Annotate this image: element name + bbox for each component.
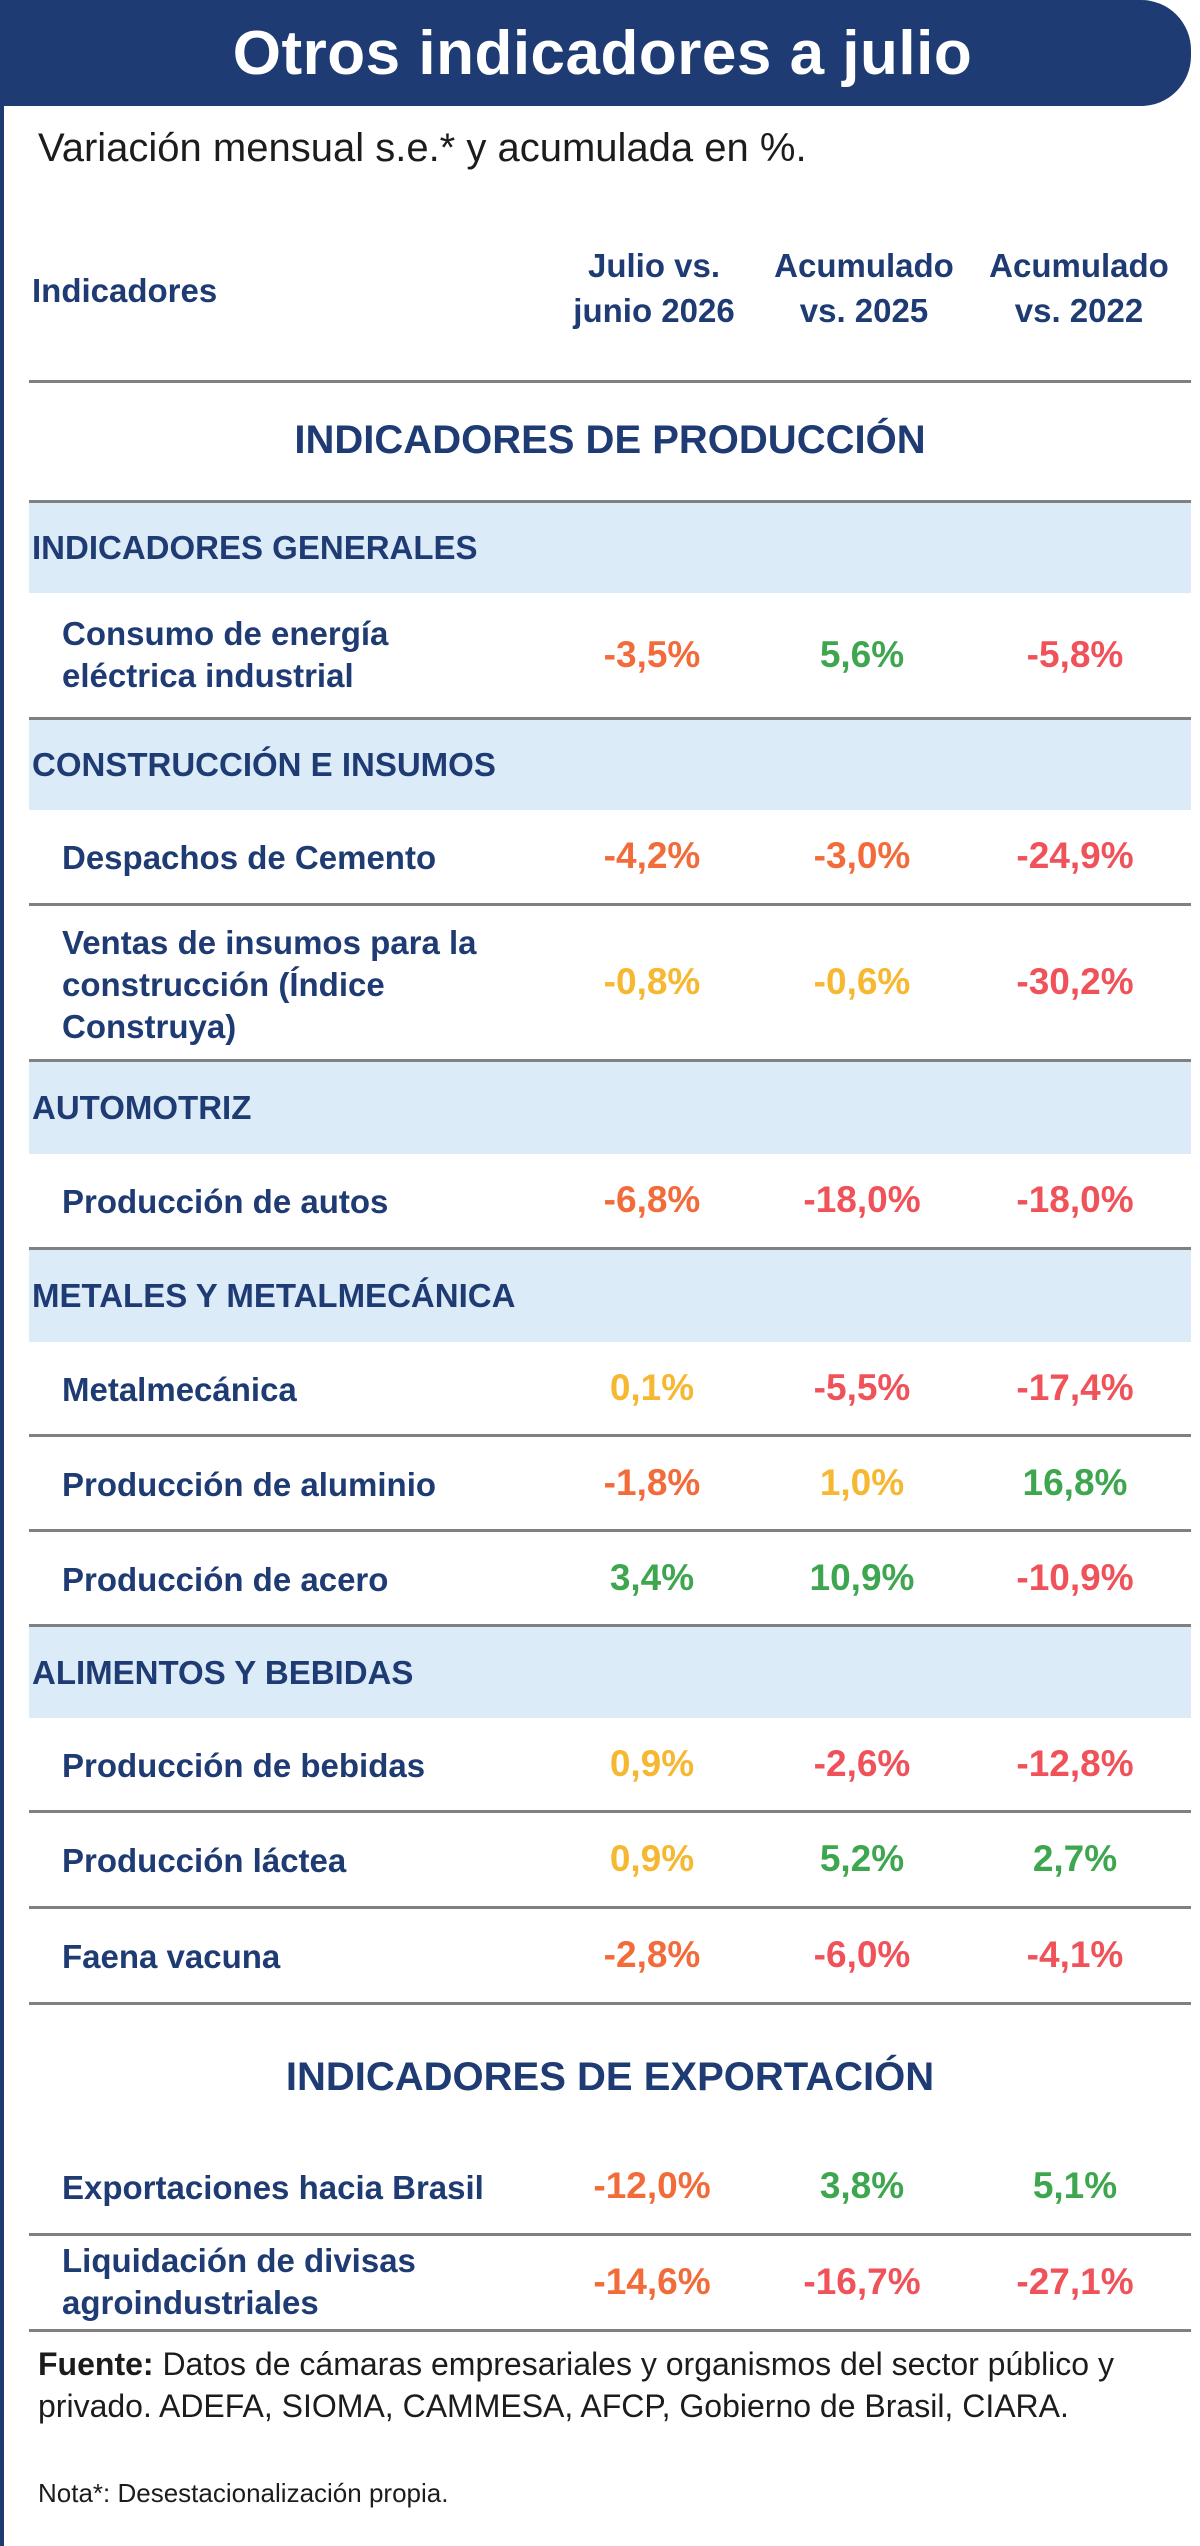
column-header-accum-2025-line2: vs. 2025 bbox=[799, 292, 929, 329]
column-header-accum-2025-line1: Acumulado bbox=[774, 247, 954, 284]
category-metals: METALES Y METALMECÁNICA bbox=[29, 1250, 1191, 1342]
column-header-accum-2022-line1: Acumulado bbox=[989, 247, 1169, 284]
value-monthly: -3,5% bbox=[603, 634, 701, 675]
row-label: Producción de acero bbox=[62, 1561, 389, 1598]
row-divider bbox=[29, 903, 1191, 906]
table-row: Despachos de Cemento -4,2% -3,0% -24,9% bbox=[29, 810, 1191, 906]
table-row: Producción láctea 0,9% 5,2% 2,7% bbox=[29, 1813, 1191, 1909]
category-automotive: AUTOMOTRIZ bbox=[29, 1062, 1191, 1154]
value-accum-2022: -27,1% bbox=[1016, 2261, 1134, 2302]
table-row: Ventas de insumos para la construcción (… bbox=[29, 906, 1191, 1062]
table-row: Metalmecánica 0,1% -5,5% -17,4% bbox=[29, 1342, 1191, 1437]
value-accum-2025: 10,9% bbox=[809, 1557, 915, 1598]
row-label: Liquidación de divisas agroindustriales bbox=[62, 2242, 416, 2321]
category-general: INDICADORES GENERALES bbox=[29, 503, 1191, 593]
value-accum-2022: 2,7% bbox=[1032, 1838, 1118, 1879]
value-monthly: -12,0% bbox=[593, 2165, 711, 2206]
page-title: Otros indicadores a julio bbox=[232, 18, 973, 88]
row-divider bbox=[29, 2002, 1191, 2005]
value-accum-2022: -18,0% bbox=[1016, 1179, 1134, 1220]
header-divider bbox=[29, 380, 1191, 383]
value-accum-2025: -6,0% bbox=[813, 1934, 911, 1975]
table-row: Faena vacuna -2,8% -6,0% -4,1% bbox=[29, 1909, 1191, 2005]
methodology-note: Nota*: Desestacionalización propia. bbox=[38, 2478, 449, 2508]
value-accum-2022: -4,1% bbox=[1026, 1934, 1124, 1975]
column-header-monthly-line1: Julio vs. bbox=[587, 247, 721, 284]
value-accum-2022: -12,8% bbox=[1016, 1743, 1134, 1784]
value-accum-2025: -16,7% bbox=[803, 2261, 921, 2302]
table-row: Liquidación de divisas agroindustriales … bbox=[29, 2236, 1191, 2332]
row-divider bbox=[29, 1624, 1191, 1627]
row-label: Producción de bebidas bbox=[62, 1747, 426, 1784]
column-header-accum-2022-line2: vs. 2022 bbox=[1014, 292, 1144, 329]
section-divider bbox=[29, 500, 1191, 503]
page-subtitle: Variación mensual s.e.* y acumulada en %… bbox=[38, 126, 807, 170]
value-accum-2022: 16,8% bbox=[1022, 1462, 1128, 1503]
row-divider bbox=[29, 2233, 1191, 2236]
row-divider bbox=[29, 1434, 1191, 1437]
row-label: Producción de autos bbox=[62, 1183, 389, 1220]
section-title-export: INDICADORES DE EXPORTACIÓN bbox=[285, 2055, 935, 2099]
row-divider bbox=[29, 1529, 1191, 1532]
row-divider bbox=[29, 1059, 1191, 1062]
value-monthly: 0,9% bbox=[609, 1838, 695, 1879]
row-divider bbox=[29, 2329, 1191, 2332]
value-monthly: 0,1% bbox=[609, 1367, 695, 1408]
column-header-monthly-line2: junio 2026 bbox=[573, 292, 735, 329]
source-label: Fuente: bbox=[38, 2346, 154, 2382]
category-food: ALIMENTOS Y BEBIDAS bbox=[29, 1627, 1191, 1718]
value-monthly: -1,8% bbox=[603, 1462, 701, 1503]
row-label: Ventas de insumos para la construcción (… bbox=[62, 924, 477, 1045]
value-accum-2025: -2,6% bbox=[813, 1743, 911, 1784]
row-label: Producción láctea bbox=[62, 1842, 347, 1879]
table-row: Producción de acero 3,4% 10,9% -10,9% bbox=[29, 1532, 1191, 1627]
value-monthly: -4,2% bbox=[603, 835, 701, 876]
row-label: Metalmecánica bbox=[62, 1371, 297, 1408]
value-accum-2025: 3,8% bbox=[819, 2165, 905, 2206]
value-accum-2025: -18,0% bbox=[803, 1179, 921, 1220]
table-row: Producción de autos -6,8% -18,0% -18,0% bbox=[29, 1154, 1191, 1250]
value-accum-2025: -0,6% bbox=[813, 961, 911, 1002]
value-monthly: 0,9% bbox=[609, 1743, 695, 1784]
table-row: Exportaciones hacia Brasil -12,0% 3,8% 5… bbox=[29, 2140, 1191, 2236]
table-row: Producción de bebidas 0,9% -2,6% -12,8% bbox=[29, 1718, 1191, 1813]
value-monthly: -2,8% bbox=[603, 1934, 701, 1975]
row-label: Faena vacuna bbox=[62, 1938, 281, 1975]
value-monthly: -14,6% bbox=[593, 2261, 711, 2302]
value-accum-2025: 5,6% bbox=[819, 634, 905, 675]
source-text: Datos de cámaras empresariales y organis… bbox=[38, 2346, 1114, 2424]
value-accum-2022: -10,9% bbox=[1016, 1557, 1134, 1598]
column-header-accum-2025: Acumulado vs. 2025 bbox=[749, 243, 979, 333]
value-accum-2022: -17,4% bbox=[1016, 1367, 1134, 1408]
value-monthly: 3,4% bbox=[609, 1557, 695, 1598]
row-label: Despachos de Cemento bbox=[62, 839, 437, 876]
value-accum-2025: 5,2% bbox=[819, 1838, 905, 1879]
value-accum-2022: -24,9% bbox=[1016, 835, 1134, 876]
value-monthly: -0,8% bbox=[603, 961, 701, 1002]
row-label: Producción de aluminio bbox=[62, 1466, 437, 1503]
value-accum-2025: -3,0% bbox=[813, 835, 911, 876]
row-divider bbox=[29, 717, 1191, 720]
value-accum-2022: -30,2% bbox=[1016, 961, 1134, 1002]
table-row: Consumo de energía eléctrica industrial … bbox=[29, 593, 1191, 720]
value-monthly: -6,8% bbox=[603, 1179, 701, 1220]
source-footnote: Fuente: Datos de cámaras empresariales y… bbox=[38, 2343, 1188, 2427]
value-accum-2025: 1,0% bbox=[819, 1462, 905, 1503]
column-header-indicators: Indicadores bbox=[32, 272, 218, 309]
row-divider bbox=[29, 1906, 1191, 1909]
value-accum-2022: 5,1% bbox=[1032, 2165, 1118, 2206]
value-accum-2025: -5,5% bbox=[813, 1367, 911, 1408]
row-label: Exportaciones hacia Brasil bbox=[62, 2169, 484, 2206]
value-accum-2022: -5,8% bbox=[1026, 634, 1124, 675]
column-header-accum-2022: Acumulado vs. 2022 bbox=[964, 243, 1194, 333]
row-divider bbox=[29, 1247, 1191, 1250]
title-banner: Otros indicadores a julio bbox=[4, 0, 1191, 106]
row-divider bbox=[29, 1810, 1191, 1813]
row-label: Consumo de energía eléctrica industrial bbox=[62, 615, 389, 694]
table-row: Producción de aluminio -1,8% 1,0% 16,8% bbox=[29, 1437, 1191, 1532]
column-header-monthly: Julio vs. junio 2026 bbox=[539, 243, 769, 333]
section-title-production: INDICADORES DE PRODUCCIÓN bbox=[294, 418, 926, 462]
category-construction: CONSTRUCCIÓN E INSUMOS bbox=[29, 720, 1191, 810]
